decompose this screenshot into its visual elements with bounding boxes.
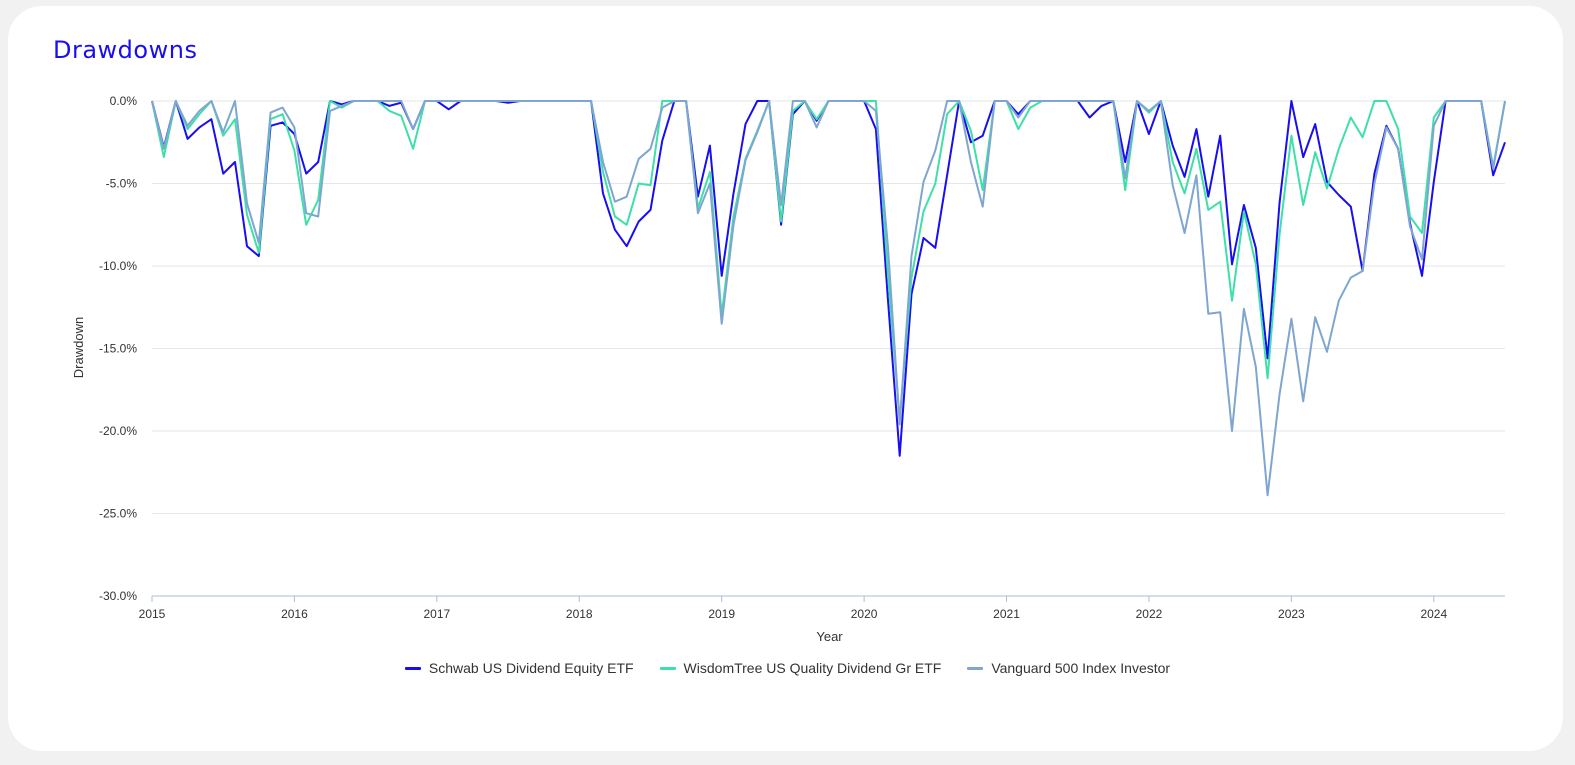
legend-label: Vanguard 500 Index Investor — [991, 660, 1171, 676]
chart-title: Drawdowns — [53, 36, 198, 64]
x-tick-label: 2023 — [1278, 607, 1305, 621]
legend-swatch — [404, 666, 421, 670]
x-tick-label: 2019 — [708, 607, 735, 621]
legend-item-3[interactable]: Vanguard 500 Index Investor — [967, 660, 1170, 676]
legend-swatch — [967, 666, 984, 670]
legend-label: WisdomTree US Quality Dividend Gr ETF — [683, 660, 942, 676]
chart-legend: Schwab US Dividend Equity ETF WisdomTree … — [0, 660, 1575, 676]
x-tick-label: 2015 — [139, 607, 166, 621]
x-axis-title: Year — [816, 629, 843, 644]
x-tick-label: 2020 — [851, 607, 878, 621]
y-tick-label: -25.0% — [99, 507, 137, 521]
series-line-1 — [151, 100, 1506, 457]
legend-swatch — [659, 666, 676, 670]
x-tick-label: 2021 — [993, 607, 1020, 621]
y-axis-title: Drawdown — [71, 317, 86, 378]
grid-layer — [152, 100, 1505, 514]
y-tick-label: -30.0% — [99, 589, 137, 603]
y-tick-label: -10.0% — [99, 259, 137, 273]
x-tick-label: 2022 — [1136, 607, 1163, 621]
y-tick-label: -5.0% — [106, 177, 138, 191]
legend-item-2[interactable]: WisdomTree US Quality Dividend Gr ETF — [659, 660, 942, 676]
y-tick-label: 0.0% — [110, 94, 138, 108]
y-tick-label: -15.0% — [99, 342, 137, 356]
x-tick-label: 2017 — [423, 607, 450, 621]
legend-label: Schwab US Dividend Equity ETF — [428, 660, 634, 676]
axis-layer: 0.0%-5.0%-10.0%-15.0%-20.0%-25.0%-30.0%2… — [99, 94, 1505, 621]
drawdowns-card: Drawdowns — [8, 6, 1563, 751]
x-tick-label: 2018 — [566, 607, 593, 621]
series-layer — [151, 100, 1506, 497]
y-tick-label: -20.0% — [99, 424, 137, 438]
x-tick-label: 2016 — [281, 607, 308, 621]
drawdown-chart: 0.0%-5.0%-10.0%-15.0%-20.0%-25.0%-30.0%2… — [71, 94, 1506, 644]
series-line-3 — [151, 100, 1506, 497]
x-tick-label: 2024 — [1420, 607, 1447, 621]
legend-item-1[interactable]: Schwab US Dividend Equity ETF — [404, 660, 634, 676]
